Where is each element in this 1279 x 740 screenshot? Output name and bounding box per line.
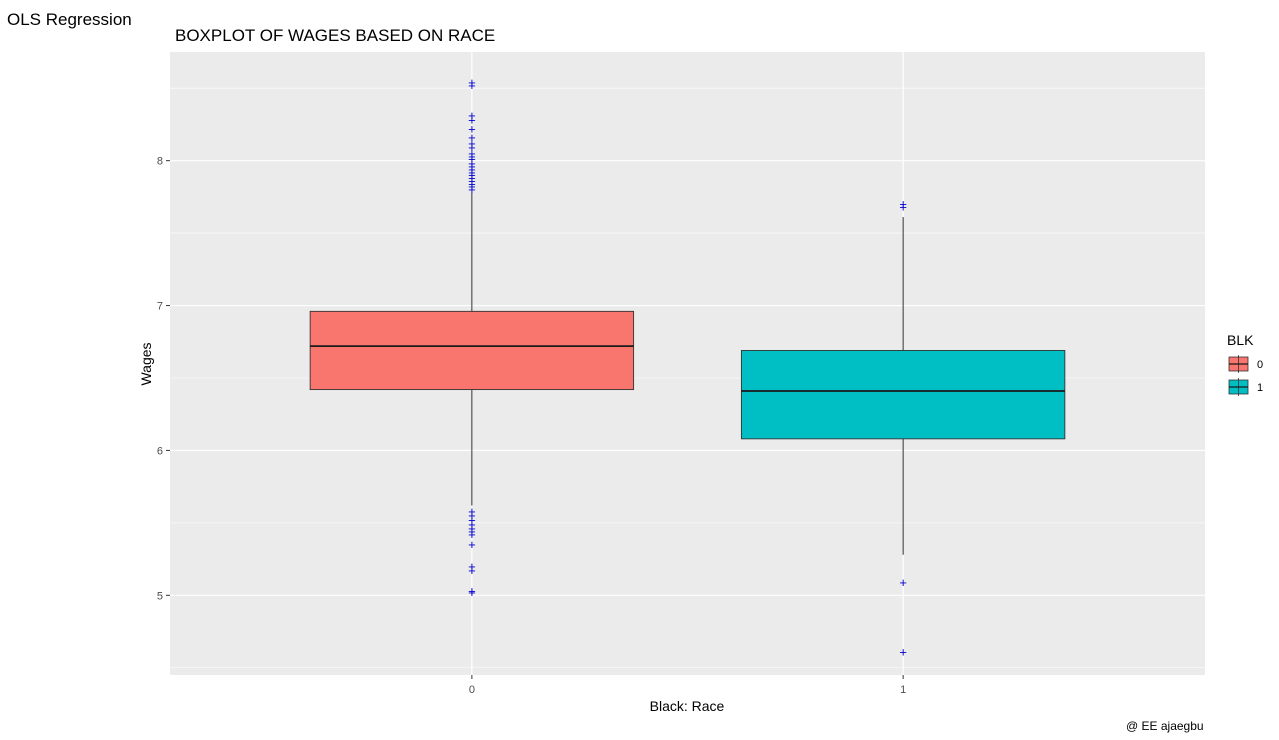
- outlier-point: +: [468, 162, 476, 177]
- outlier-point: +: [468, 159, 476, 174]
- page-title: OLS Regression: [7, 10, 132, 29]
- outlier-point: +: [468, 585, 476, 600]
- outlier-point: +: [468, 559, 476, 574]
- axes: 5 6 7 8 0 1: [157, 156, 906, 696]
- outlier-point: +: [468, 171, 476, 186]
- y-tick-label: 7: [157, 301, 163, 313]
- boxes: +++++++++++++++++++++++++++++++++++++: [309, 75, 1066, 659]
- outlier-point: +: [468, 521, 476, 536]
- outlier-point: +: [468, 152, 476, 167]
- outlier-point: +: [468, 146, 476, 161]
- outlier-point: +: [468, 508, 476, 523]
- x-tick-label: 0: [469, 684, 475, 696]
- outlier-point: +: [468, 173, 476, 188]
- y-tick-label: 5: [157, 590, 163, 602]
- y-tick-label: 6: [157, 445, 163, 457]
- outlier-point: +: [468, 583, 476, 598]
- outlier-point: +: [468, 517, 476, 532]
- legend: BLK 0 1: [1227, 332, 1263, 396]
- y-tick-label: 8: [157, 156, 163, 168]
- outlier-point: +: [468, 78, 476, 93]
- outlier-point: +: [468, 527, 476, 542]
- outlier-point: +: [468, 165, 476, 180]
- outlier-point: +: [468, 149, 476, 164]
- outlier-point: +: [899, 197, 907, 212]
- box-0: [309, 310, 635, 391]
- outlier-point: +: [468, 537, 476, 552]
- caption: @ EE ajaegbu: [1126, 719, 1204, 733]
- outlier-point: +: [468, 524, 476, 539]
- outlier-point: +: [899, 644, 907, 659]
- legend-title: BLK: [1227, 332, 1254, 348]
- box-1: [740, 350, 1066, 440]
- legend-label-0: 0: [1257, 359, 1263, 371]
- outlier-point: +: [468, 563, 476, 578]
- outlier-point: +: [468, 179, 476, 194]
- outlier-point: +: [468, 108, 476, 123]
- outlier-point: +: [468, 121, 476, 136]
- outlier-point: +: [468, 512, 476, 527]
- outlier-point: +: [899, 200, 907, 215]
- outlier-point: +: [468, 182, 476, 197]
- x-tick-label: 1: [900, 684, 906, 696]
- outlier-point: +: [468, 504, 476, 519]
- outlier-point: +: [468, 130, 476, 145]
- outlier-point: +: [468, 136, 476, 151]
- chart-title: BOXPLOT OF WAGES BASED ON RACE: [175, 26, 496, 45]
- outlier-point: +: [468, 113, 476, 128]
- x-axis-title: Black: Race: [650, 698, 725, 714]
- outlier-point: +: [468, 176, 476, 191]
- outlier-point: +: [468, 156, 476, 171]
- y-axis-title: Wages: [138, 342, 154, 385]
- outlier-point: +: [468, 75, 476, 90]
- outlier-point: +: [899, 575, 907, 590]
- outlier-point: +: [468, 168, 476, 183]
- outlier-point: +: [468, 140, 476, 155]
- legend-label-1: 1: [1257, 382, 1263, 394]
